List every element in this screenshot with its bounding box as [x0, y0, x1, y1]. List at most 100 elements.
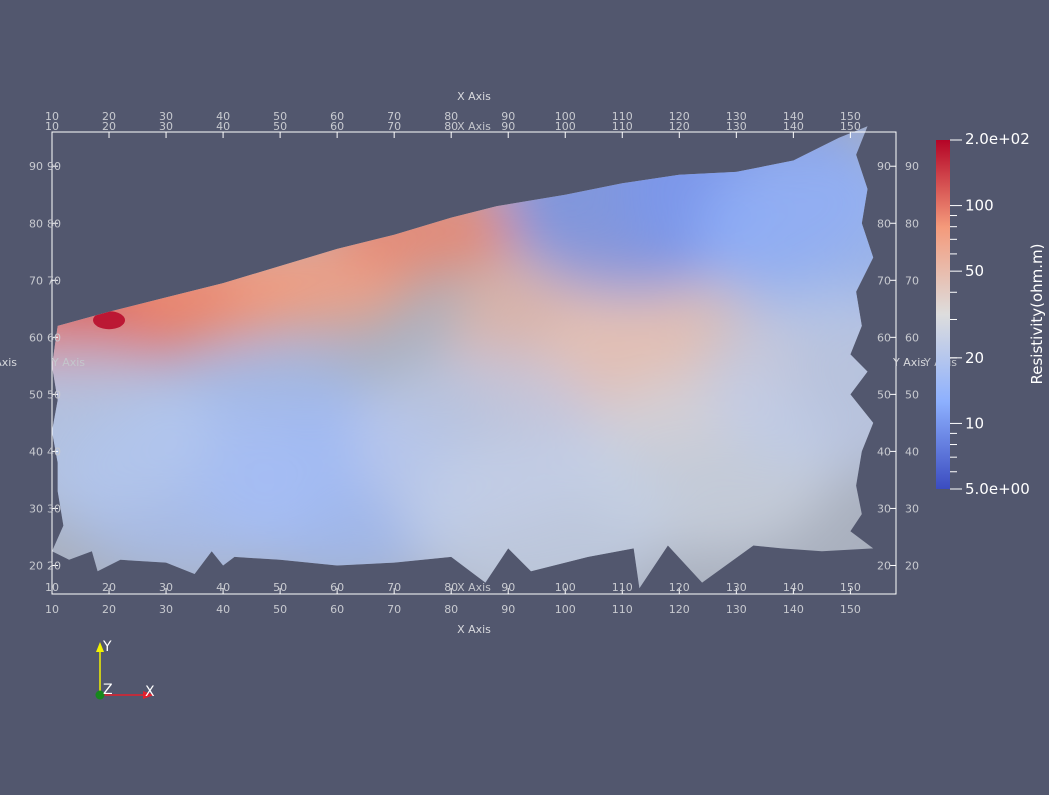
- y-tick-label-d-20: 20: [905, 559, 919, 572]
- x-tick-label-d-50: 50: [273, 603, 287, 616]
- x-ticks-bottom: 10 10 20 20 30 30 40 40 50 50 60 60 70 70 80 80 90 90 100 1…: [45, 581, 861, 616]
- x-tick-label-b-70: 70: [387, 120, 401, 133]
- x-tick-label-a-90: 90: [501, 110, 515, 123]
- x-tick-label-d-30: 30: [159, 603, 173, 616]
- colorbar-tick-label-20: 20: [965, 349, 984, 367]
- y-axis-title-left: Y Axis: [0, 356, 17, 369]
- x-tick-label-b-140: 140: [783, 120, 804, 133]
- x-tick-label-a-40: 40: [216, 110, 230, 123]
- x-tick-label-b-30: 30: [159, 120, 173, 133]
- y-tick-label-c-60: 60: [877, 331, 891, 344]
- x-tick-label-a-110: 110: [612, 110, 633, 123]
- z-axis-dot-icon: [95, 690, 105, 700]
- x-tick-label-c-50: 50: [273, 581, 287, 594]
- axes-box: [51, 131, 897, 595]
- x-tick-label-c-30: 30: [159, 581, 173, 594]
- x-tick-label-a-80: 80: [444, 110, 458, 123]
- x-tick-label-c-60: 60: [330, 581, 344, 594]
- x-tick-label-d-150: 150: [840, 603, 861, 616]
- y-tick-label-d-50: 50: [905, 388, 919, 401]
- y-tick-label-c-20: 20: [877, 559, 891, 572]
- y-tick-label-b-50: 50: [47, 388, 61, 401]
- x-tick-label-a-70: 70: [387, 110, 401, 123]
- x-tick-label-b-110: 110: [612, 120, 633, 133]
- x-tick-label-a-10: 10: [45, 110, 59, 123]
- x-tick-label-c-90: 90: [501, 581, 515, 594]
- colorbar-tick-label-50: 50: [965, 262, 984, 280]
- field-peak-0: [93, 311, 126, 330]
- colorbar[interactable]: 100 50 20 10 2.0e+02 5.0e+00 Resistivity(oh…: [936, 130, 1046, 498]
- x-tick-label-d-110: 110: [612, 603, 633, 616]
- y-tick-label-b-60: 60: [47, 331, 61, 344]
- orientation-axes-widget[interactable]: Y X Z: [95, 639, 156, 700]
- x-tick-label-a-150: 150: [840, 110, 861, 123]
- x-tick-label-b-50: 50: [273, 120, 287, 133]
- y-tick-label-c-30: 30: [877, 502, 891, 515]
- x-tick-label-a-130: 130: [726, 110, 747, 123]
- y-tick-label-b-30: 30: [47, 502, 61, 515]
- y-tick-label-b-40: 40: [47, 445, 61, 458]
- x-tick-label-a-20: 20: [102, 110, 116, 123]
- x-tick-label-a-60: 60: [330, 110, 344, 123]
- x-tick-label-d-90: 90: [501, 603, 515, 616]
- x-tick-label-c-80: 80: [444, 581, 458, 594]
- x-tick-label-c-130: 130: [726, 581, 747, 594]
- field-sample-16: [708, 292, 874, 473]
- x-tick-label-c-110: 110: [612, 581, 633, 594]
- orientation-z-label: Z: [103, 682, 113, 698]
- x-tick-label-c-140: 140: [783, 581, 804, 594]
- resistivity-surface[interactable]: [0, 99, 969, 610]
- x-axis-title-bottom: X Axis: [457, 623, 491, 636]
- colorbar-tick-label-100: 100: [965, 197, 994, 215]
- x-tick-label-d-60: 60: [330, 603, 344, 616]
- x-tick-label-b-80: 80: [444, 120, 458, 133]
- colorbar-ticks: 100 50 20 10: [950, 139, 994, 490]
- x-tick-label-b-120: 120: [669, 120, 690, 133]
- y-tick-label-a-20: 20: [29, 559, 43, 572]
- field-sample-10: [697, 144, 874, 325]
- x-axis-title-top-inner: X Axis: [457, 120, 491, 133]
- y-tick-label-b-90: 90: [47, 160, 61, 173]
- x-tick-label-c-40: 40: [216, 581, 230, 594]
- y-tick-label-a-30: 30: [29, 502, 43, 515]
- x-tick-label-b-40: 40: [216, 120, 230, 133]
- y-tick-label-c-70: 70: [877, 274, 891, 287]
- x-tick-label-a-140: 140: [783, 110, 804, 123]
- y-tick-label-a-40: 40: [29, 445, 43, 458]
- x-tick-label-b-10: 10: [45, 120, 59, 133]
- field-sample-17: [52, 338, 211, 519]
- x-tick-label-b-90: 90: [501, 120, 515, 133]
- x-tick-label-a-30: 30: [159, 110, 173, 123]
- x-tick-label-d-140: 140: [783, 603, 804, 616]
- x-tick-label-c-70: 70: [387, 581, 401, 594]
- colorbar-max-label: 2.0e+02: [965, 130, 1030, 148]
- y-tick-label-b-20: 20: [47, 559, 61, 572]
- x-tick-label-b-150: 150: [840, 120, 861, 133]
- y-ticks-right: 20 20 30 30 40 40 50 50 60 60 70 70 80 80 90 90: [877, 160, 919, 572]
- x-tick-label-a-120: 120: [669, 110, 690, 123]
- x-tick-label-b-20: 20: [102, 120, 116, 133]
- x-tick-label-d-10: 10: [45, 603, 59, 616]
- y-tick-label-a-80: 80: [29, 217, 43, 230]
- x-arrow-head-icon: [143, 691, 154, 699]
- y-tick-label-c-80: 80: [877, 217, 891, 230]
- colorbar-tick-label-10: 10: [965, 414, 984, 432]
- y-tick-label-c-50: 50: [877, 388, 891, 401]
- y-tick-label-d-30: 30: [905, 502, 919, 515]
- y-tick-label-a-90: 90: [29, 160, 43, 173]
- x-tick-label-c-150: 150: [840, 581, 861, 594]
- y-axis-title-right: Y Axis: [892, 356, 926, 369]
- colorbar-min-label: 5.0e+00: [965, 480, 1030, 498]
- y-tick-label-d-70: 70: [905, 274, 919, 287]
- y-tick-label-a-60: 60: [29, 331, 43, 344]
- x-tick-label-b-100: 100: [555, 120, 576, 133]
- x-tick-label-d-80: 80: [444, 603, 458, 616]
- x-tick-label-b-130: 130: [726, 120, 747, 133]
- y-tick-label-a-70: 70: [29, 274, 43, 287]
- x-tick-label-b-60: 60: [330, 120, 344, 133]
- y-tick-label-d-80: 80: [905, 217, 919, 230]
- x-axis-title-bottom-inner: X Axis: [457, 581, 491, 594]
- field-cores: [93, 311, 126, 330]
- y-tick-label-d-40: 40: [905, 445, 919, 458]
